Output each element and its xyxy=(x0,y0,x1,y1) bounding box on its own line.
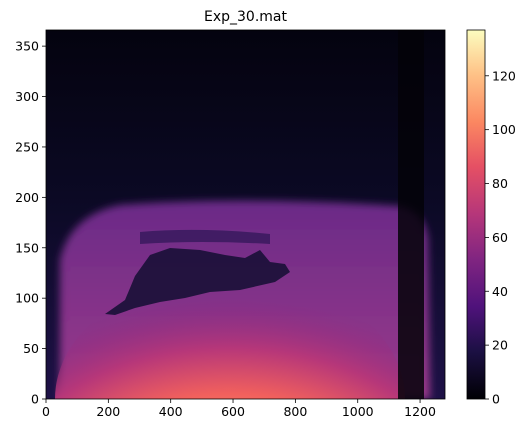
colorbar-tick-label: 120 xyxy=(492,68,516,83)
x-tick-label: 600 xyxy=(221,404,245,419)
colorbar-tick-label: 100 xyxy=(492,122,516,137)
y-tick-label: 300 xyxy=(15,89,39,104)
x-axis: 0 200 400 600 800 1000 1200 xyxy=(42,399,436,419)
colorbar-tick-label: 20 xyxy=(492,338,508,353)
plot-frame xyxy=(45,29,446,400)
colorbar-tick-label: 80 xyxy=(492,176,508,191)
y-tick-label: 0 xyxy=(31,392,39,407)
colorbar-gradient xyxy=(466,29,486,400)
y-tick-label: 250 xyxy=(15,139,39,154)
x-tick-label: 400 xyxy=(159,404,183,419)
chart-title: Exp_30.mat xyxy=(204,9,287,25)
heatmap-upper-band xyxy=(140,229,270,244)
plot-area xyxy=(46,30,445,399)
y-axis: 0 50 100 150 200 250 300 350 xyxy=(15,39,46,407)
y-tick-label: 350 xyxy=(15,39,39,54)
y-tick-label: 100 xyxy=(15,291,39,306)
y-tick-label: 50 xyxy=(23,341,39,356)
y-tick-label: 150 xyxy=(15,240,39,255)
x-tick-label: 0 xyxy=(42,404,50,419)
x-tick-label: 1000 xyxy=(342,404,374,419)
x-tick-label: 200 xyxy=(96,404,120,419)
y-tick-label: 200 xyxy=(15,190,39,205)
heatmap-dark-pocket xyxy=(105,248,290,315)
colorbar: 0 20 40 60 80 100 120 xyxy=(466,29,516,407)
heatmap-dark-column xyxy=(398,30,424,399)
colorbar-axis: 0 20 40 60 80 100 120 xyxy=(485,68,516,407)
colorbar-tick-label: 60 xyxy=(492,230,508,245)
colorbar-tick-label: 40 xyxy=(492,284,508,299)
x-tick-label: 800 xyxy=(283,404,307,419)
colorbar-tick-label: 0 xyxy=(492,392,500,407)
x-tick-label: 1200 xyxy=(404,404,436,419)
